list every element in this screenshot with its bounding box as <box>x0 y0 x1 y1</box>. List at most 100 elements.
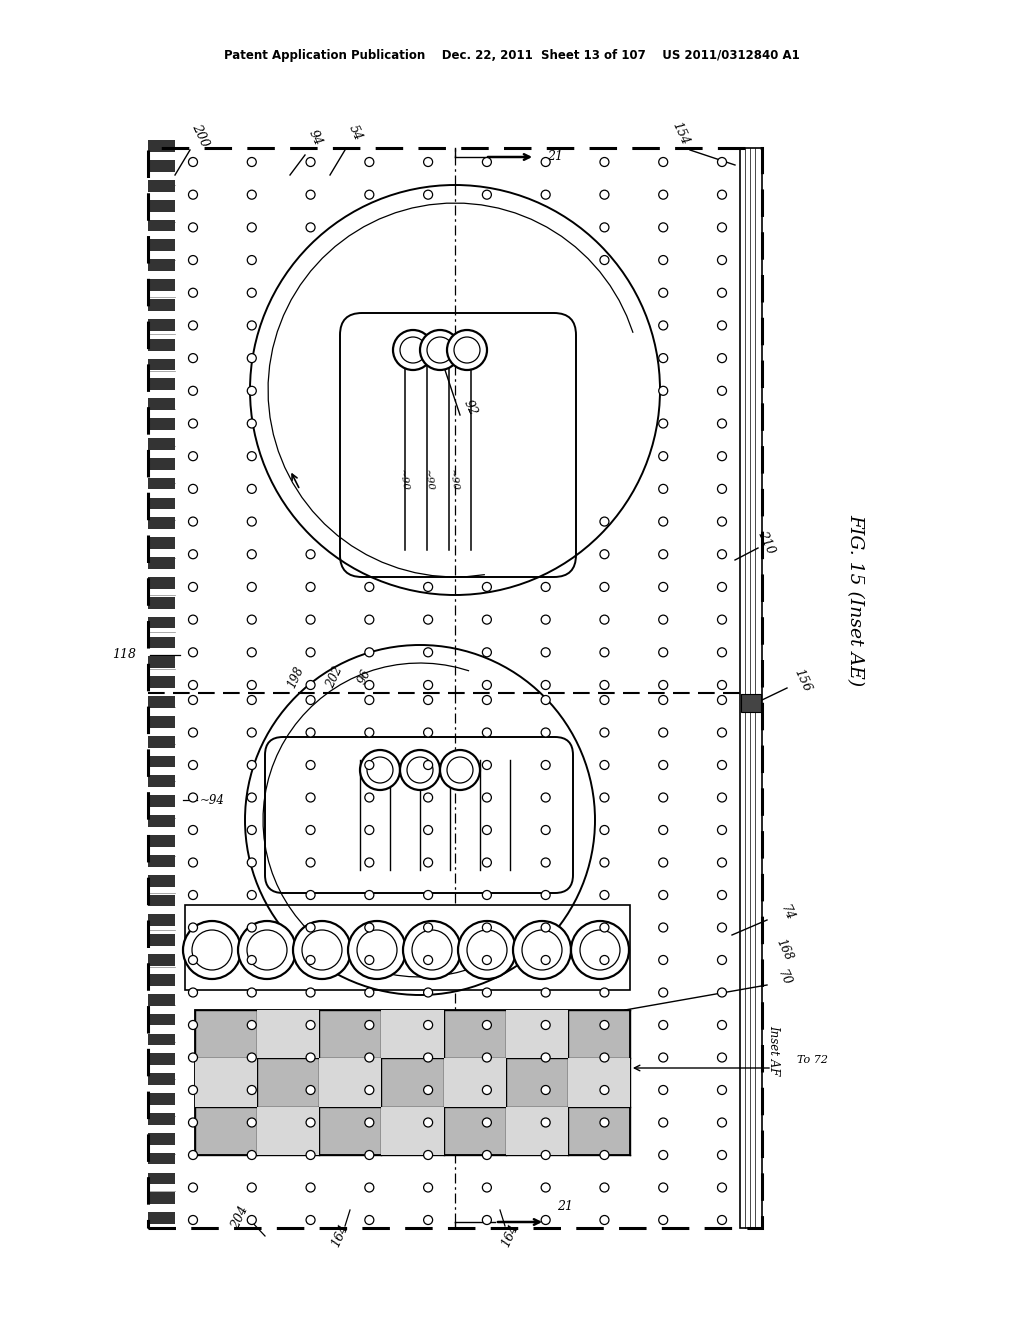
Circle shape <box>247 517 256 527</box>
Circle shape <box>306 956 315 965</box>
Text: ~90: ~90 <box>422 469 434 491</box>
Text: ~94: ~94 <box>200 793 225 807</box>
Circle shape <box>482 648 492 657</box>
Circle shape <box>718 825 726 834</box>
Circle shape <box>188 387 198 395</box>
Bar <box>148 1133 175 1144</box>
Text: ~90: ~90 <box>396 469 410 491</box>
Bar <box>148 1152 175 1164</box>
Circle shape <box>424 615 432 624</box>
Text: 164: 164 <box>499 1222 521 1250</box>
Circle shape <box>541 891 550 899</box>
Circle shape <box>718 987 726 997</box>
Circle shape <box>188 793 198 803</box>
Circle shape <box>424 1020 432 1030</box>
Text: 74: 74 <box>778 903 797 923</box>
Bar <box>148 696 175 708</box>
Circle shape <box>188 760 198 770</box>
Circle shape <box>306 681 315 689</box>
Circle shape <box>600 760 609 770</box>
Circle shape <box>658 418 668 428</box>
Circle shape <box>600 190 609 199</box>
Circle shape <box>247 418 256 428</box>
Circle shape <box>247 681 256 689</box>
Bar <box>148 259 175 271</box>
Circle shape <box>247 1020 256 1030</box>
Circle shape <box>658 223 668 232</box>
Circle shape <box>718 891 726 899</box>
Text: Inset AF: Inset AF <box>768 1024 780 1076</box>
Circle shape <box>718 582 726 591</box>
Text: 156: 156 <box>791 667 813 693</box>
FancyBboxPatch shape <box>340 313 575 577</box>
Circle shape <box>306 1216 315 1225</box>
Circle shape <box>718 858 726 867</box>
Circle shape <box>718 484 726 494</box>
Circle shape <box>600 696 609 705</box>
Bar <box>741 694 761 711</box>
Circle shape <box>247 825 256 834</box>
Circle shape <box>522 931 562 970</box>
Circle shape <box>658 451 668 461</box>
Circle shape <box>365 891 374 899</box>
Circle shape <box>658 321 668 330</box>
Circle shape <box>365 157 374 166</box>
Circle shape <box>306 615 315 624</box>
Circle shape <box>365 923 374 932</box>
Text: 118: 118 <box>112 648 136 661</box>
Circle shape <box>306 696 315 705</box>
Bar <box>148 636 175 648</box>
Circle shape <box>306 190 315 199</box>
Circle shape <box>658 354 668 363</box>
Circle shape <box>188 451 198 461</box>
Circle shape <box>188 354 198 363</box>
Circle shape <box>541 615 550 624</box>
Bar <box>148 1093 175 1105</box>
Bar <box>148 1192 175 1204</box>
Text: 94: 94 <box>306 128 325 148</box>
Circle shape <box>306 549 315 558</box>
Circle shape <box>718 696 726 705</box>
Circle shape <box>365 582 374 591</box>
Circle shape <box>188 517 198 527</box>
Circle shape <box>365 956 374 965</box>
Circle shape <box>424 987 432 997</box>
Circle shape <box>541 729 550 737</box>
Circle shape <box>718 387 726 395</box>
Circle shape <box>306 793 315 803</box>
Circle shape <box>718 1151 726 1159</box>
Circle shape <box>541 987 550 997</box>
Circle shape <box>541 157 550 166</box>
Circle shape <box>306 891 315 899</box>
Circle shape <box>247 729 256 737</box>
Bar <box>148 160 175 172</box>
Circle shape <box>482 615 492 624</box>
Circle shape <box>424 190 432 199</box>
Circle shape <box>247 891 256 899</box>
Bar <box>148 875 175 887</box>
Circle shape <box>188 696 198 705</box>
Circle shape <box>541 190 550 199</box>
Circle shape <box>247 987 256 997</box>
Circle shape <box>658 760 668 770</box>
Circle shape <box>718 1085 726 1094</box>
Circle shape <box>427 337 453 363</box>
Circle shape <box>306 760 315 770</box>
Circle shape <box>718 157 726 166</box>
Circle shape <box>600 1151 609 1159</box>
Text: ~90: ~90 <box>446 469 460 491</box>
Circle shape <box>541 648 550 657</box>
Circle shape <box>247 190 256 199</box>
Text: 204: 204 <box>229 1204 251 1232</box>
Circle shape <box>454 337 480 363</box>
Bar <box>148 219 175 231</box>
Circle shape <box>658 387 668 395</box>
Circle shape <box>306 582 315 591</box>
Circle shape <box>600 729 609 737</box>
Bar <box>185 906 630 990</box>
Circle shape <box>658 987 668 997</box>
Circle shape <box>365 760 374 770</box>
Circle shape <box>600 1118 609 1127</box>
Circle shape <box>541 825 550 834</box>
Circle shape <box>482 1216 492 1225</box>
